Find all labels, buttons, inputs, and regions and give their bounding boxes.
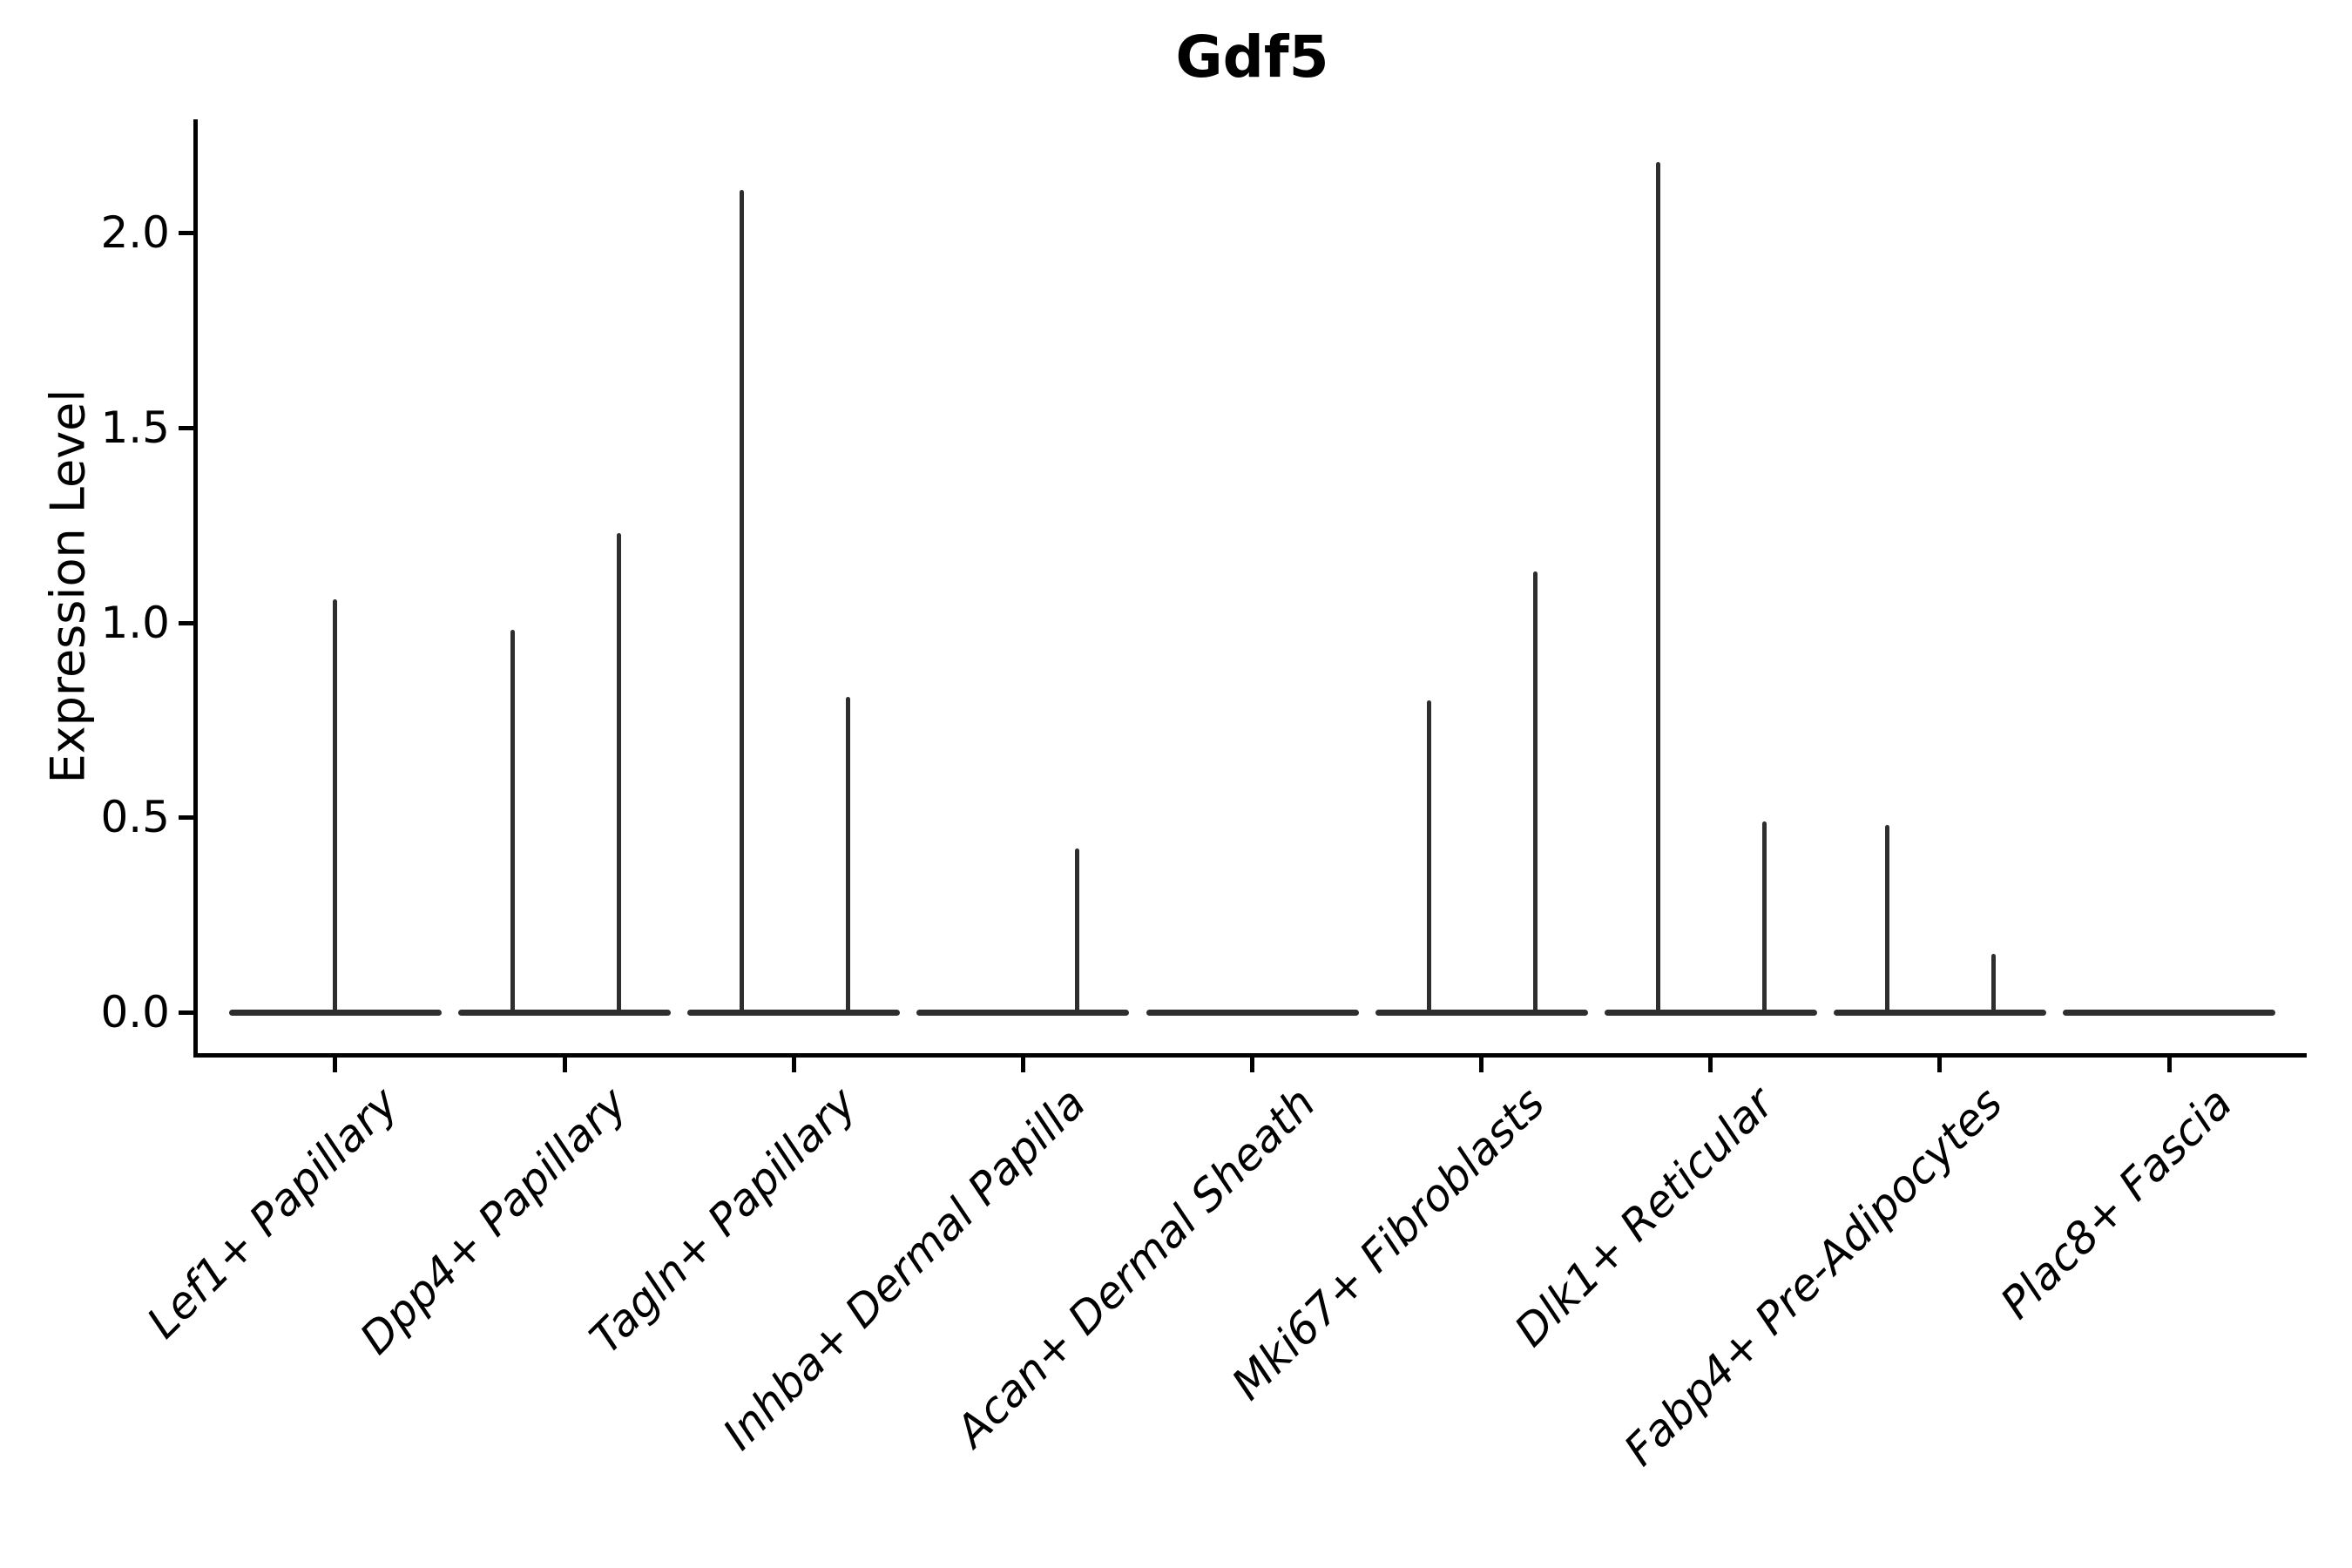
y-tick-mark	[179, 620, 193, 625]
x-tick-mark	[333, 1058, 338, 1072]
y-axis-spine	[193, 119, 198, 1058]
violin-spike	[1427, 700, 1432, 1015]
x-tick-mark	[2166, 1058, 2172, 1072]
violin-spike	[1991, 953, 1997, 1015]
violin-baseline	[1146, 1009, 1359, 1016]
violin-baseline	[1604, 1009, 1817, 1016]
y-tick-label: 0.0	[100, 987, 170, 1037]
violin-spike	[1656, 162, 1661, 1015]
y-tick-label: 1.0	[100, 597, 170, 648]
x-tick-label: Plac8+ Fascia	[1990, 1078, 2242, 1329]
x-tick-mark	[1250, 1058, 1254, 1072]
x-tick-mark	[562, 1058, 567, 1072]
y-tick-label: 0.5	[100, 792, 170, 843]
x-axis-spine	[193, 1053, 2307, 1058]
x-tick-mark	[791, 1058, 796, 1072]
violin-baseline	[687, 1009, 901, 1016]
x-tick-mark	[1937, 1058, 1943, 1072]
violin-spike	[845, 696, 850, 1015]
violin-spike	[1885, 825, 1890, 1015]
violin-spike	[1533, 571, 1538, 1015]
x-tick-label: Lef1+ Papillary	[137, 1078, 409, 1348]
x-tick-label: Fabp4+ Pre-Adipocytes	[1614, 1078, 2013, 1476]
violin-baseline	[458, 1009, 672, 1016]
violin-spike	[1762, 821, 1767, 1015]
violin-baseline	[1833, 1009, 2046, 1016]
y-tick-label: 2.0	[100, 207, 170, 258]
x-tick-mark	[1020, 1058, 1025, 1072]
violin-baseline	[1375, 1009, 1588, 1016]
y-tick-mark	[179, 425, 193, 430]
y-tick-mark	[179, 1010, 193, 1015]
y-tick-mark	[179, 815, 193, 821]
violin-spike	[739, 189, 744, 1015]
chart-title: Gdf5	[1175, 24, 1329, 91]
x-tick-mark	[1479, 1058, 1484, 1072]
y-tick-label: 1.5	[100, 402, 170, 453]
x-tick-mark	[1708, 1058, 1713, 1072]
violin-spike	[510, 630, 515, 1015]
violin-spike	[616, 532, 621, 1015]
violin-spike	[1074, 848, 1079, 1015]
y-tick-mark	[179, 231, 193, 235]
violin-spike	[333, 598, 338, 1015]
violin-baseline	[2063, 1009, 2276, 1016]
violin-baseline	[916, 1009, 1130, 1016]
